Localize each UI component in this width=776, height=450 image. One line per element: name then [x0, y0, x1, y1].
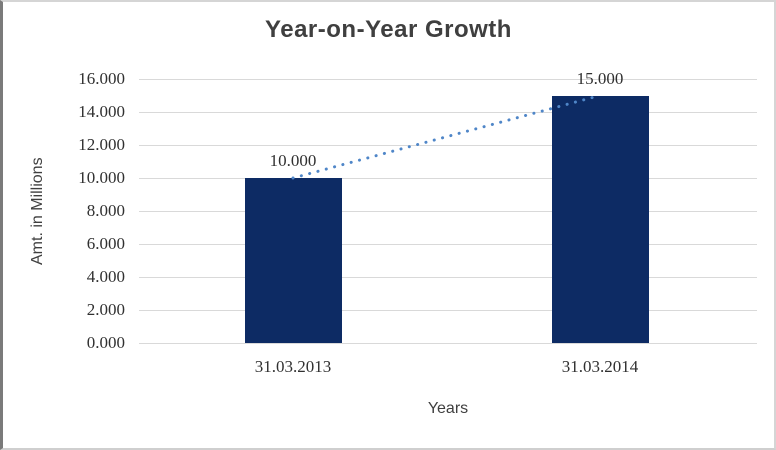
plot-area: 10.000 15.000 [139, 69, 757, 344]
gridline [139, 276, 757, 278]
y-tick-label: 14.000 [78, 102, 125, 121]
gridline [139, 144, 757, 146]
y-tick-label: 12.000 [78, 135, 125, 154]
gridline [139, 243, 757, 245]
bar [551, 95, 649, 343]
bar-data-label: 10.000 [269, 151, 317, 170]
bar [244, 178, 342, 343]
y-tick-label: 4.000 [86, 267, 125, 286]
y-tick-label: 10.000 [78, 168, 125, 187]
bar-data-label: 15.000 [576, 68, 624, 88]
x-tick-label: 31.03.2014 [561, 357, 639, 376]
gridline [139, 111, 757, 113]
y-tick-label: 6.000 [86, 234, 125, 253]
gridline [139, 309, 757, 311]
x-tick-label: 31.03.2013 [254, 357, 332, 376]
y-tick-label: 8.000 [86, 201, 125, 220]
gridline [139, 177, 757, 179]
y-tick-label: 2.000 [86, 300, 125, 319]
chart-title: Year-on-Year Growth [265, 16, 512, 43]
gridline [139, 342, 757, 344]
y-axis-tick-labels: 0.000 2.000 4.000 6.000 8.000 10.000 12.000 14.… [3, 69, 131, 352]
x-axis-title: Years [427, 400, 469, 417]
trendline [291, 94, 602, 180]
gridline [139, 78, 757, 80]
y-tick-label: 16.000 [78, 69, 125, 88]
x-axis-tick-labels: 31.03.2013 31.03.2014 [139, 357, 757, 381]
gridline [139, 210, 757, 212]
y-tick-label: 0.000 [86, 333, 125, 352]
